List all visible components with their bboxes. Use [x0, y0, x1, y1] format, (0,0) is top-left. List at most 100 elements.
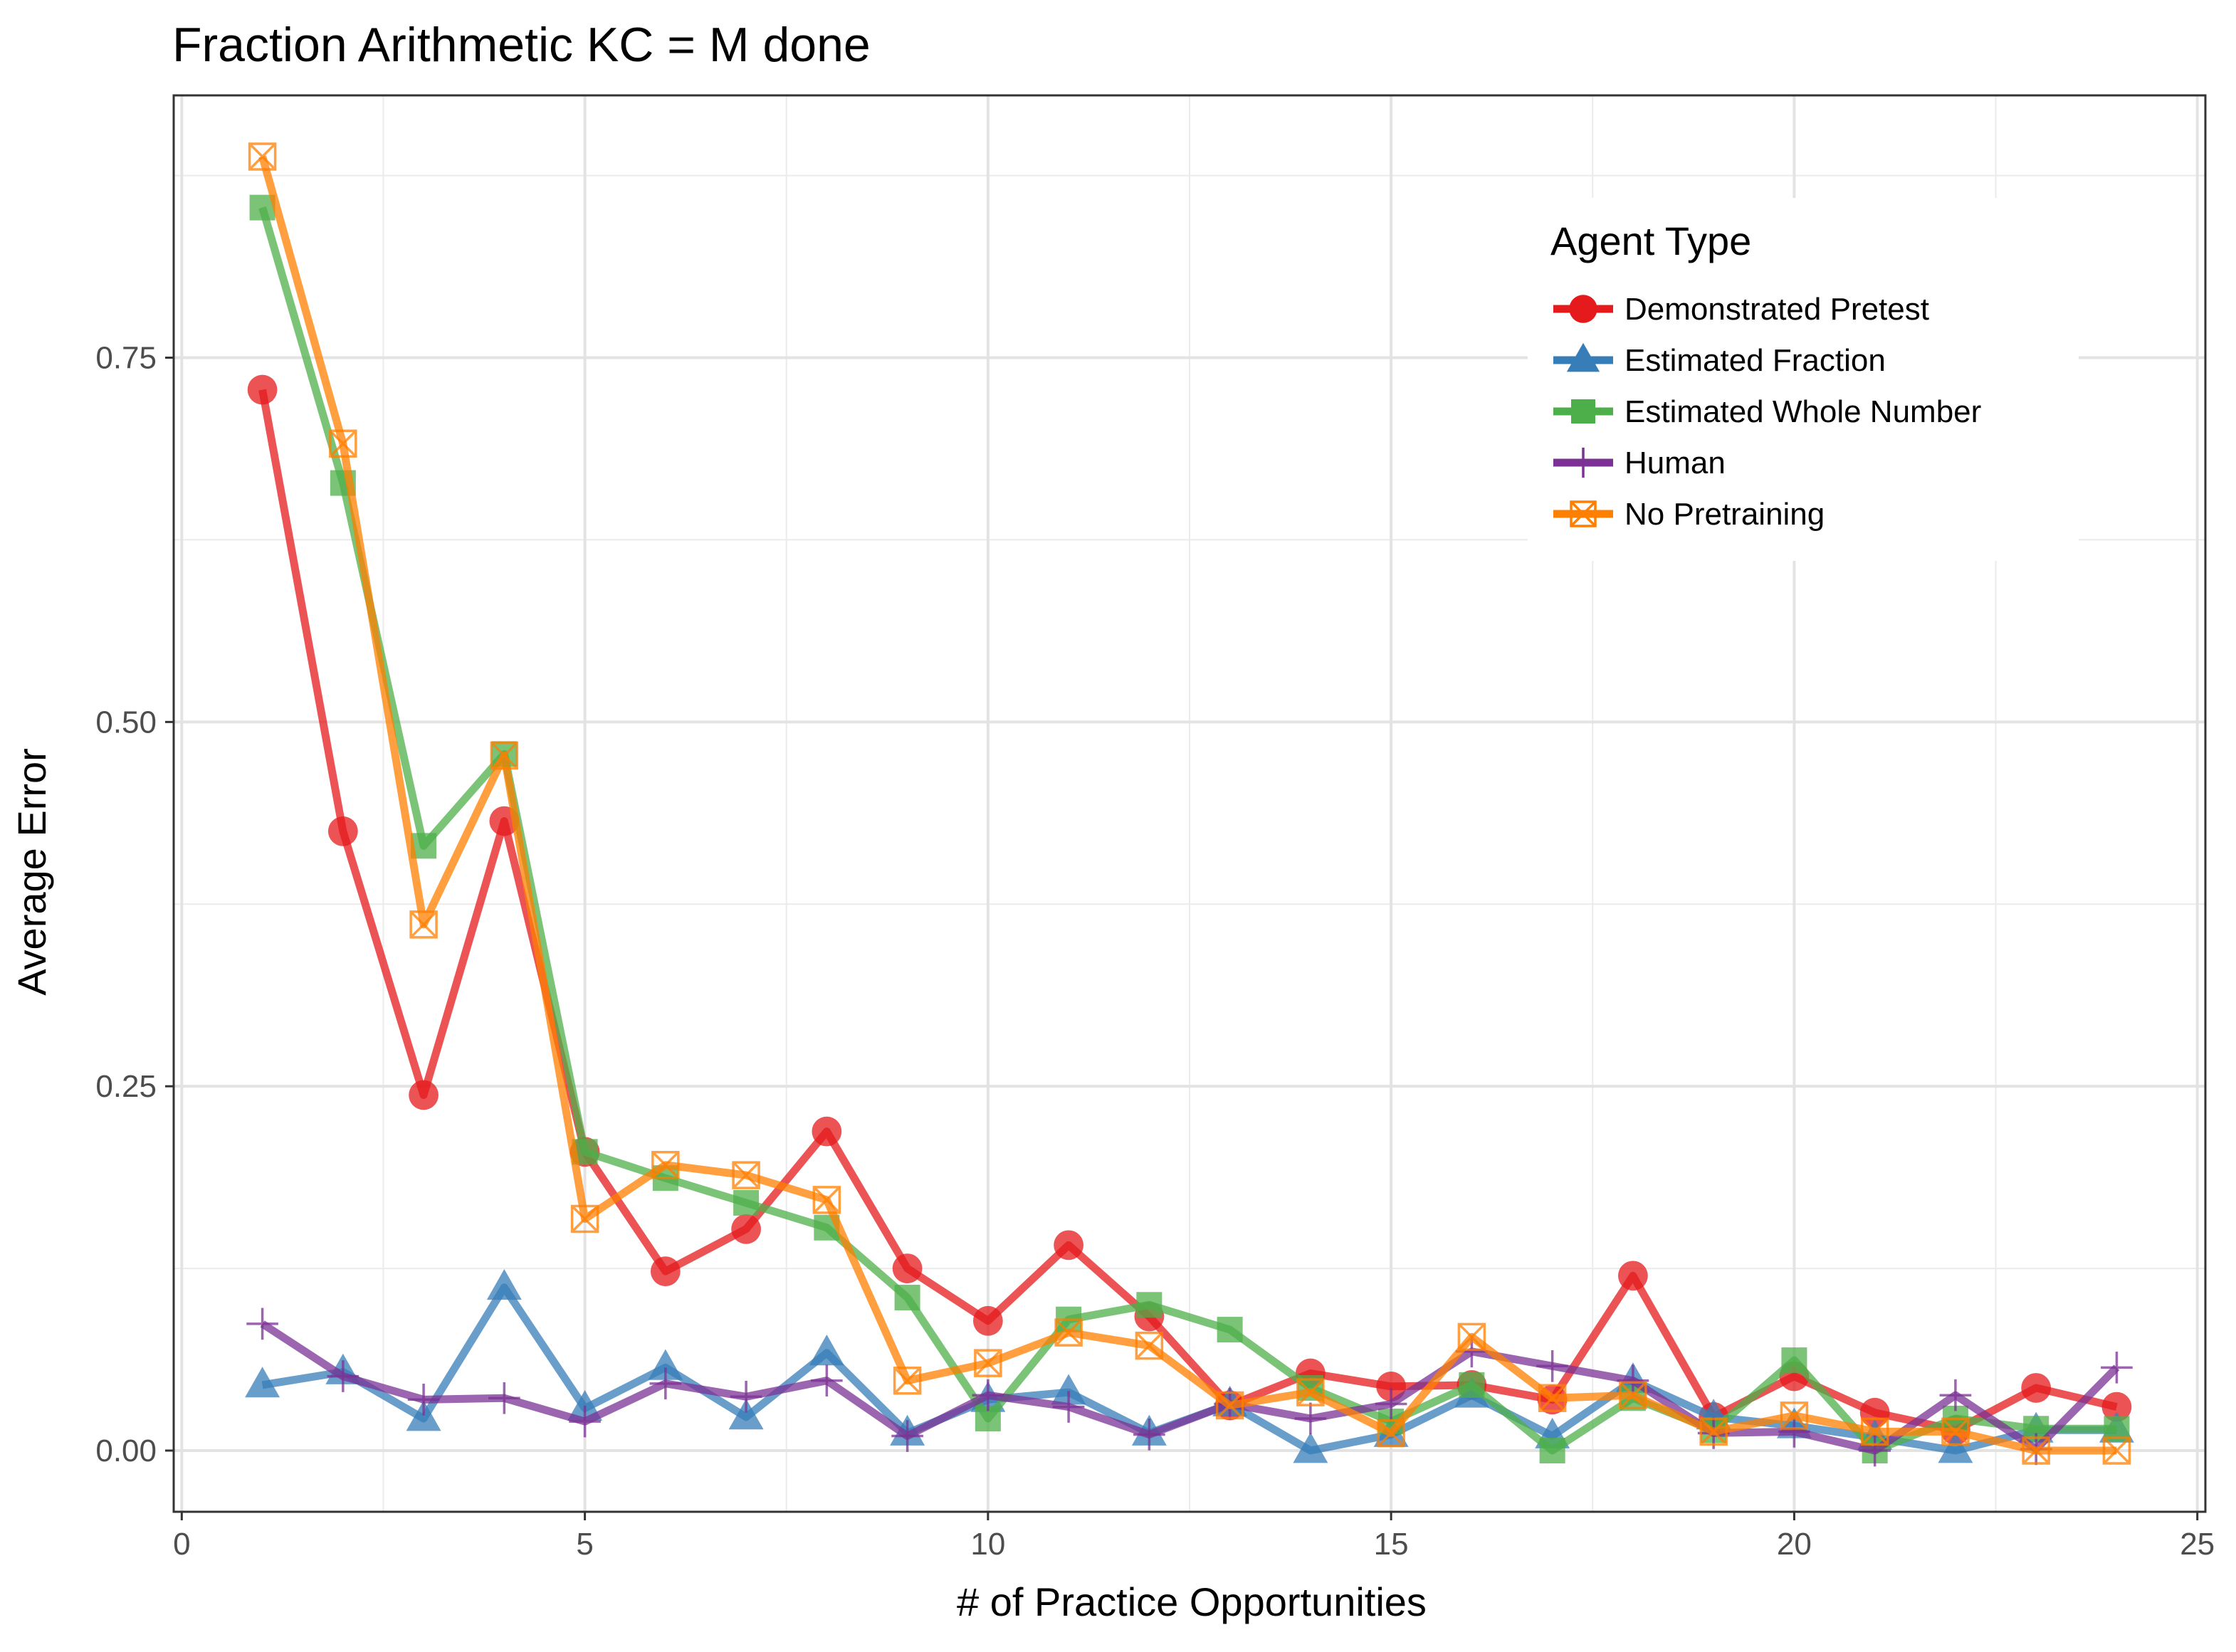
- y-tick-label: 0.25: [95, 1069, 157, 1104]
- data-point: [2102, 1436, 2131, 1465]
- data-point: [1217, 1317, 1243, 1343]
- data-point: [731, 1214, 761, 1244]
- legend-label: No Pretraining: [1624, 497, 1825, 532]
- data-point: [1780, 1401, 1809, 1430]
- data-point: [891, 1420, 923, 1452]
- data-point: [1539, 1438, 1565, 1464]
- data-point: [732, 1161, 760, 1189]
- series-no-pretraining: [248, 142, 2131, 1465]
- data-point: [1051, 1374, 1086, 1405]
- data-point: [974, 1349, 1002, 1377]
- data-point: [2021, 1373, 2052, 1403]
- data-point: [1054, 1230, 1083, 1261]
- data-point: [409, 1080, 439, 1110]
- data-point: [1939, 1379, 1972, 1411]
- data-point: [1566, 342, 1600, 372]
- data-point: [649, 1367, 682, 1400]
- data-point: [407, 1384, 440, 1416]
- data-point: [1570, 500, 1597, 527]
- data-point: [650, 1256, 681, 1287]
- data-point: [1215, 1391, 1244, 1420]
- y-tick-label: 0.75: [95, 341, 157, 376]
- legend-item: Human: [1553, 446, 1726, 480]
- series-line: [260, 1320, 2120, 1455]
- legend-label: Estimated Whole Number: [1624, 394, 1981, 429]
- y-tick-label: 0.50: [95, 705, 157, 740]
- data-point: [2101, 1351, 2133, 1384]
- data-point: [1859, 1434, 1891, 1467]
- data-point: [569, 1405, 601, 1438]
- series-line: [258, 206, 2117, 1455]
- data-point: [2101, 1391, 2132, 1422]
- data-point: [972, 1305, 1003, 1336]
- data-point: [2022, 1436, 2050, 1465]
- data-point: [892, 1253, 923, 1283]
- data-point: [327, 816, 358, 846]
- data-point: [406, 1400, 441, 1431]
- y-axis-title: Average Error: [9, 748, 54, 996]
- data-point: [1136, 1292, 1162, 1318]
- data-point: [1571, 399, 1595, 423]
- data-point: [1054, 1318, 1083, 1347]
- data-point: [1569, 295, 1597, 323]
- data-point: [247, 374, 278, 405]
- x-tick-label: 25: [2180, 1527, 2215, 1562]
- data-point: [809, 1335, 844, 1366]
- legend-item: Demonstrated Pretest: [1553, 292, 1929, 327]
- legend-item: No Pretraining: [1553, 497, 1825, 532]
- legend-label: Human: [1624, 446, 1726, 480]
- data-point: [812, 1116, 842, 1147]
- data-point: [488, 1382, 520, 1414]
- data-point: [1135, 1331, 1164, 1360]
- data-point: [1699, 1417, 1728, 1446]
- x-tick-label: 5: [576, 1527, 593, 1562]
- legend-item: Estimated Whole Number: [1553, 394, 1981, 429]
- data-point: [893, 1366, 922, 1395]
- data-point: [1619, 1381, 1647, 1409]
- x-tick-label: 15: [1374, 1527, 1409, 1562]
- data-point: [1377, 1419, 1405, 1448]
- data-point: [327, 1360, 359, 1392]
- axes: 0 5 10 15 20 25 0.00 0.25 0.50 0.75: [95, 341, 2215, 1562]
- data-point: [1938, 1432, 1973, 1463]
- data-point: [1052, 1391, 1085, 1423]
- data-point: [246, 1308, 278, 1340]
- data-point: [1778, 1416, 1810, 1448]
- chart-title: Fraction Arithmetic KC = M done: [172, 18, 871, 72]
- data-point: [812, 1186, 841, 1214]
- panel-border: [172, 94, 2207, 1513]
- data-point: [1860, 1417, 1889, 1446]
- data-point: [486, 1269, 522, 1300]
- data-point: [1293, 1432, 1328, 1463]
- data-point: [248, 142, 277, 171]
- data-point: [728, 1399, 764, 1430]
- x-tick-label: 10: [970, 1527, 1005, 1562]
- data-point: [1459, 1372, 1485, 1398]
- data-point: [1617, 1364, 1649, 1397]
- legend-title: Agent Type: [1550, 219, 1751, 263]
- data-point: [1133, 1419, 1165, 1451]
- legend-background: [1528, 198, 2079, 561]
- legend-label: Demonstrated Pretest: [1624, 292, 1929, 327]
- data-point: [1376, 1372, 1407, 1401]
- data-point: [1536, 1350, 1568, 1382]
- data-point: [1296, 1378, 1325, 1406]
- data-point: [972, 1379, 1004, 1411]
- data-point: [1859, 1397, 1890, 1428]
- legend-label: Estimated Fraction: [1624, 343, 1886, 378]
- data-point: [1457, 1322, 1486, 1352]
- data-point: [811, 1364, 843, 1397]
- data-point: [1781, 1347, 1807, 1374]
- data-point: [1294, 1402, 1327, 1435]
- data-point: [894, 1285, 920, 1311]
- data-point: [490, 741, 519, 770]
- data-point: [1941, 1417, 1970, 1446]
- x-tick-label: 20: [1777, 1527, 1812, 1562]
- data-point: [409, 910, 438, 939]
- data-point: [651, 1150, 680, 1179]
- legend-item: Estimated Fraction: [1553, 342, 1886, 378]
- x-tick-label: 0: [173, 1527, 190, 1562]
- x-axis-title: # of Practice Opportunities: [957, 1579, 1427, 1624]
- data-point: [245, 1367, 280, 1398]
